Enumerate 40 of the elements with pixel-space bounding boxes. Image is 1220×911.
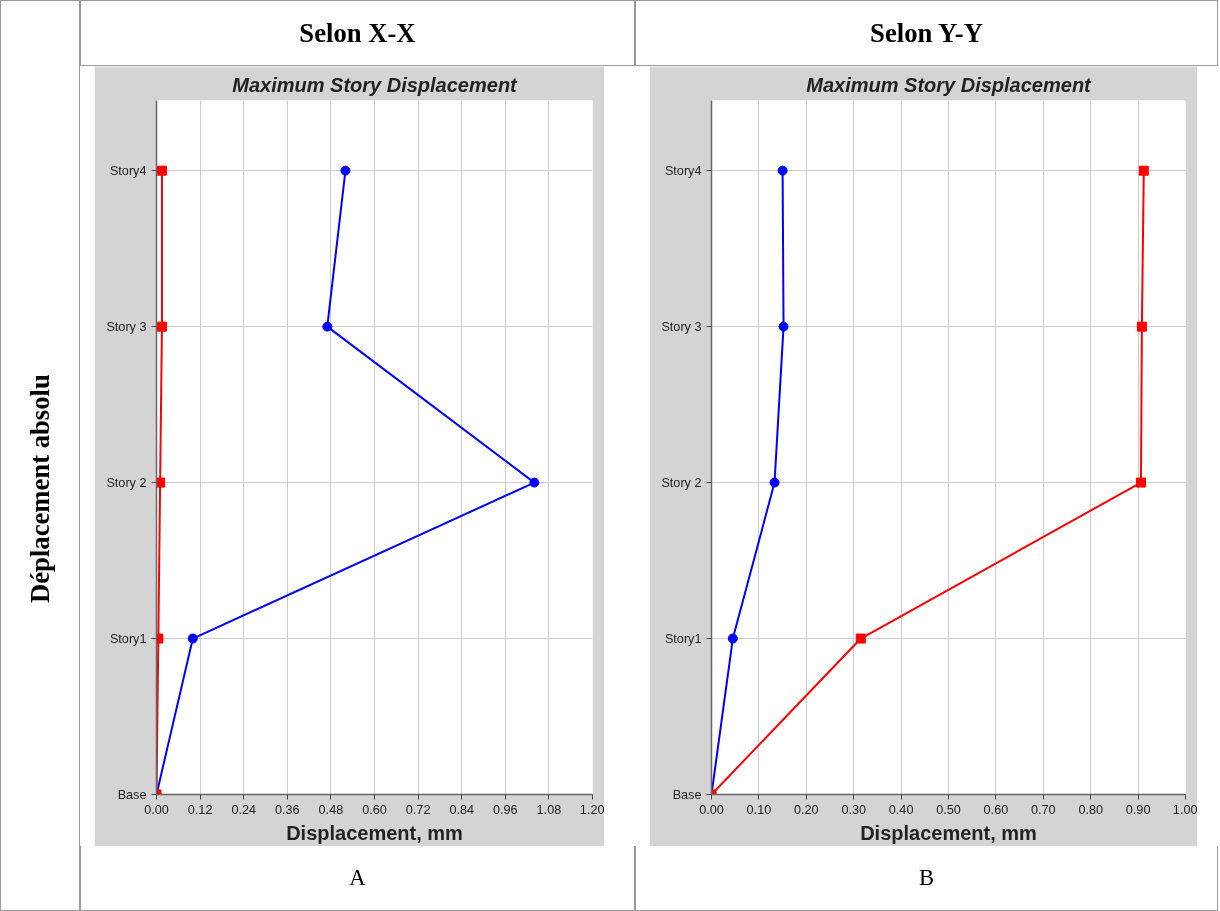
x-tick-label: 0.20	[793, 802, 819, 817]
x-axis-title: Displacement, mm	[860, 821, 1037, 844]
x-tick-label: 0.60	[362, 802, 387, 817]
text: Selon X-X	[299, 16, 416, 50]
x-tick-label: 0.48	[318, 802, 344, 817]
y-tick-label: Story 3	[661, 319, 702, 334]
y-tick-label: Story 2	[106, 475, 147, 490]
x-tick-label: 0.00	[144, 802, 169, 817]
x-tick-label: 0.72	[405, 802, 431, 817]
x-tick-label: 0.36	[274, 802, 300, 817]
x-tick-label: 0.12	[187, 802, 213, 817]
y-tick-label: Story 3	[106, 319, 147, 334]
x-tick-label: 0.84	[449, 802, 475, 817]
x-tick-label: 1.00	[1172, 802, 1198, 817]
y-tick-label: Story 2	[661, 475, 702, 490]
x-axis-title: Displacement, mm	[286, 821, 463, 844]
x-tick-label: 0.24	[231, 802, 257, 817]
y-tick-label: Story1	[109, 631, 147, 646]
x-tick-label: 0.60	[983, 802, 1009, 817]
x-tick-label: 0.90	[1125, 802, 1151, 817]
x-tick-label: 0.70	[1030, 802, 1056, 817]
chart-title: Maximum Story Displacement	[232, 73, 519, 96]
y-tick-label: Story4	[664, 163, 702, 178]
x-tick-label: 0.10	[746, 802, 772, 817]
y-tick-label: Base	[117, 787, 147, 802]
x-tick-label: 0.50	[936, 802, 961, 817]
x-tick-label: 1.20	[579, 802, 605, 817]
x-tick-label: 0.40	[888, 802, 914, 817]
x-tick-label: 1.08	[536, 802, 562, 817]
chart-title: Maximum Story Displacement	[806, 73, 1093, 96]
text: B	[918, 863, 935, 892]
text: Selon Y-Y	[870, 16, 983, 50]
x-tick-label: 0.00	[699, 802, 724, 817]
y-axis-title: Déplacement absolu	[23, 374, 56, 603]
x-tick-label: 0.96	[492, 802, 518, 817]
x-tick-label: 0.80	[1078, 802, 1104, 817]
y-tick-label: Story1	[664, 631, 702, 646]
y-tick-label: Base	[672, 787, 702, 802]
y-tick-label: Story4	[109, 163, 147, 178]
x-tick-label: 0.30	[841, 802, 867, 817]
